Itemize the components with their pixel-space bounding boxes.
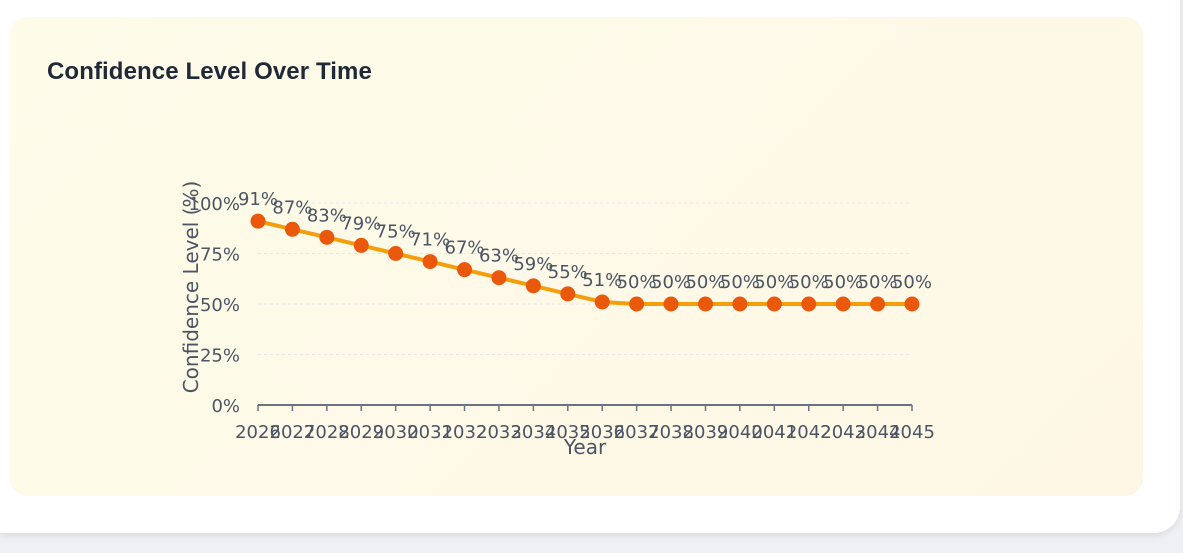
x-tick-label: 2029 — [338, 422, 384, 443]
x-tick-label: 2027 — [270, 422, 316, 443]
x-tick-label: 2034 — [510, 422, 556, 443]
x-tick-label: 2030 — [373, 422, 419, 443]
data-point — [663, 296, 679, 312]
data-point — [870, 296, 886, 312]
grid-layer — [258, 202, 912, 355]
data-label: 79% — [341, 213, 381, 234]
x-tick-label: 2042 — [786, 422, 832, 443]
data-point — [594, 294, 610, 310]
y-tick-label: 50% — [200, 295, 240, 316]
y-axis-title: Confidence Level (%) — [179, 181, 203, 394]
x-tick-label: 2036 — [579, 422, 625, 443]
data-point — [560, 286, 576, 302]
data-label: 50% — [754, 272, 794, 293]
data-label: 55% — [548, 262, 588, 283]
x-tick-label: 2031 — [407, 422, 453, 443]
label-layer: 91%87%83%79%75%71%67%63%59%55%51%50%50%5… — [238, 189, 932, 293]
x-tick-label: 2044 — [855, 422, 901, 443]
data-label: 50% — [892, 272, 932, 293]
chart-card — [10, 17, 1143, 496]
data-point — [904, 296, 920, 312]
x-tick-label: 2028 — [304, 422, 350, 443]
data-point — [835, 296, 851, 312]
data-point — [525, 278, 541, 294]
y-tick-label: 100% — [189, 194, 240, 215]
x-tick-label: 2037 — [614, 422, 660, 443]
data-point — [457, 262, 473, 278]
data-point — [801, 296, 817, 312]
data-label: 71% — [410, 230, 450, 251]
data-label: 50% — [720, 272, 760, 293]
data-point — [766, 296, 782, 312]
data-label: 63% — [479, 246, 519, 267]
data-point — [491, 270, 507, 286]
data-label: 50% — [685, 272, 725, 293]
data-label: 50% — [617, 272, 657, 293]
data-label: 50% — [789, 272, 829, 293]
x-tick-label: 2026 — [235, 422, 281, 443]
x-tick-label: 2040 — [717, 422, 763, 443]
data-point — [697, 296, 713, 312]
data-point — [319, 229, 335, 245]
x-tick-label: 2041 — [751, 422, 797, 443]
chart-title: Confidence Level Over Time — [47, 58, 372, 85]
y-tick-label: 75% — [200, 245, 240, 266]
data-point — [388, 246, 404, 261]
x-tick-label: 2043 — [820, 422, 866, 443]
x-tick-label: 2033 — [476, 422, 522, 443]
data-point — [629, 296, 645, 312]
data-point — [353, 237, 369, 253]
y-tick-label: 0% — [211, 396, 240, 417]
x-tick-label: 2045 — [889, 422, 935, 443]
data-point — [284, 221, 300, 237]
data-point — [732, 296, 748, 312]
x-tick-label: 2038 — [648, 422, 694, 443]
x-tick-label: 2032 — [442, 422, 488, 443]
marker-layer — [250, 213, 920, 312]
y-tick-label: 25% — [200, 346, 240, 367]
data-label: 83% — [307, 205, 347, 226]
data-label: 50% — [858, 272, 898, 293]
data-label: 91% — [238, 189, 278, 210]
x-tick-label: 2035 — [545, 422, 591, 443]
data-label: 59% — [513, 254, 553, 275]
data-label: 51% — [582, 270, 622, 291]
data-label: 67% — [445, 238, 485, 259]
axis-layer: 0%25%50%75%100%2026202720282029203020312… — [189, 194, 935, 443]
data-point — [422, 254, 438, 270]
data-label: 50% — [823, 272, 863, 293]
x-axis-title: Year — [563, 435, 607, 459]
x-tick-label: 2039 — [683, 422, 729, 443]
data-label: 75% — [376, 222, 416, 243]
data-point — [250, 213, 266, 229]
data-label: 50% — [651, 272, 691, 293]
data-label: 87% — [272, 197, 312, 218]
